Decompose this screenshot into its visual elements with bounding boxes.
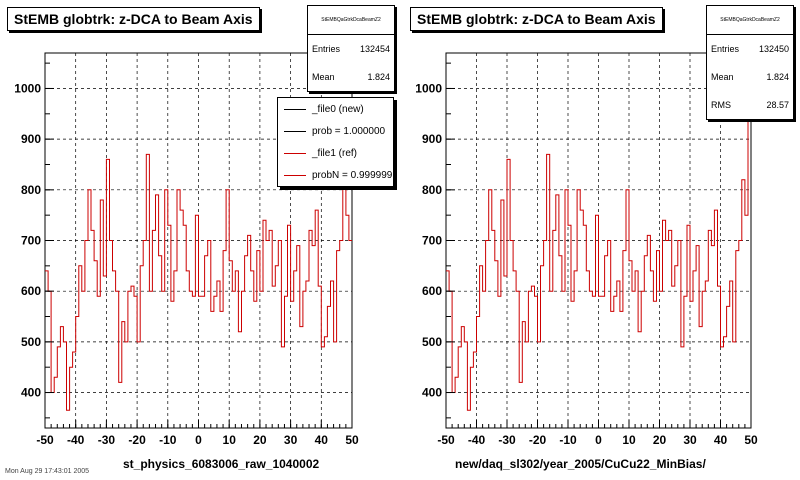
- legend-label: probN = 0.999999: [312, 169, 393, 181]
- left-x-axis-title: st_physics_6083006_raw_1040002: [123, 457, 320, 471]
- legend-label: _file0 (new): [312, 103, 364, 115]
- right-histogram-panel: -50 -40 -30 -20 -10 0 10 20 30 40 50 400 500 600 700 80…: [415, 52, 758, 447]
- left-x-tick-label: -50: [36, 433, 54, 447]
- right-x-tick-label: -30: [498, 433, 516, 447]
- right-x-tick-label: -10: [559, 433, 577, 447]
- right-y-tick-label: 900: [422, 132, 442, 146]
- footer-timestamp: Mon Aug 29 17:43:01 2005: [5, 468, 90, 475]
- right-x-tick-label: 10: [622, 433, 636, 447]
- right-y-tick-label: 500: [422, 335, 442, 349]
- right-x-axis-title: new/daq_sl302/year_2005/CuCu22_MinBias/: [455, 457, 706, 471]
- left-y-tick-label: 400: [21, 386, 41, 400]
- right-stats-name: StEMBQaGtrkDcaBeamZ2: [707, 6, 793, 35]
- legend-item: _file0 (new): [278, 98, 393, 120]
- right-entries-value: 132450: [758, 44, 789, 54]
- right-y-tick-label: 600: [422, 284, 442, 298]
- right-y-tick-label: 1000: [415, 81, 442, 95]
- left-x-tick-label: 50: [345, 433, 359, 447]
- right-y-tick-label: 400: [422, 386, 442, 400]
- right-entries-label: Entries: [711, 44, 740, 54]
- left-y-tick-label: 900: [21, 132, 41, 146]
- legend-swatch: [284, 130, 306, 132]
- right-rms-label: RMS: [711, 100, 731, 110]
- legend-swatch: [284, 108, 306, 110]
- right-x-tick-label: -20: [529, 433, 547, 447]
- right-x-tick-label: 20: [653, 433, 667, 447]
- right-rms-value: 28.57: [766, 100, 789, 110]
- legend-item: prob = 1.000000: [278, 120, 393, 142]
- left-x-tick-label: 0: [195, 433, 202, 447]
- right-x-tick-label: 0: [595, 433, 602, 447]
- left-x-tick-label: -10: [159, 433, 177, 447]
- legend-swatch: [284, 174, 306, 176]
- left-x-tick-label: -30: [98, 433, 116, 447]
- left-entries-value: 132454: [359, 44, 390, 54]
- right-x-tick-label: 50: [744, 433, 758, 447]
- right-mean-value: 1.824: [766, 72, 789, 82]
- right-chart-title: StEMB globtrk: z-DCA to Beam Axis: [410, 7, 663, 31]
- right-mean-label: Mean: [711, 72, 734, 82]
- left-x-tick-label: -40: [67, 433, 85, 447]
- right-x-tick-label: -40: [468, 433, 486, 447]
- left-mean-value: 1.824: [367, 72, 390, 82]
- right-y-tick-label: 700: [422, 234, 442, 248]
- left-x-tick-label: -20: [128, 433, 146, 447]
- left-stats-name: StEMBQaGtrkDcaBeamZ2: [308, 6, 394, 35]
- legend-item: probN = 0.999999: [278, 164, 393, 186]
- left-mean-label: Mean: [312, 72, 335, 82]
- right-x-tick-label: 40: [714, 433, 728, 447]
- right-x-tick-label: -50: [437, 433, 455, 447]
- left-x-tick-label: 20: [253, 433, 267, 447]
- left-x-tick-label: 40: [315, 433, 329, 447]
- legend-item: _file1 (ref): [278, 142, 393, 164]
- left-legend: _file0 (new) prob = 1.000000 _file1 (ref…: [277, 97, 394, 187]
- left-y-tick-label: 600: [21, 284, 41, 298]
- right-histogram-series: [446, 113, 751, 411]
- left-y-tick-label: 1000: [14, 81, 41, 95]
- right-y-tick-label: 800: [422, 183, 442, 197]
- left-y-tick-label: 700: [21, 234, 41, 248]
- legend-label: _file1 (ref): [312, 147, 358, 159]
- left-stats-box: StEMBQaGtrkDcaBeamZ2 Entries 132454 Mean 1…: [307, 5, 395, 92]
- left-chart-title: StEMB globtrk: z-DCA to Beam Axis: [7, 7, 260, 31]
- left-y-tick-label: 500: [21, 335, 41, 349]
- left-x-tick-label: 10: [223, 433, 237, 447]
- right-x-tick-label: 30: [683, 433, 697, 447]
- left-entries-label: Entries: [312, 44, 341, 54]
- left-x-tick-label: 30: [284, 433, 298, 447]
- left-y-tick-label: 800: [21, 183, 41, 197]
- legend-swatch: [284, 152, 306, 154]
- right-stats-box: StEMBQaGtrkDcaBeamZ2 Entries 132450 Mean 1…: [706, 5, 794, 120]
- left-histogram-series: [45, 153, 352, 411]
- legend-label: prob = 1.000000: [312, 125, 386, 137]
